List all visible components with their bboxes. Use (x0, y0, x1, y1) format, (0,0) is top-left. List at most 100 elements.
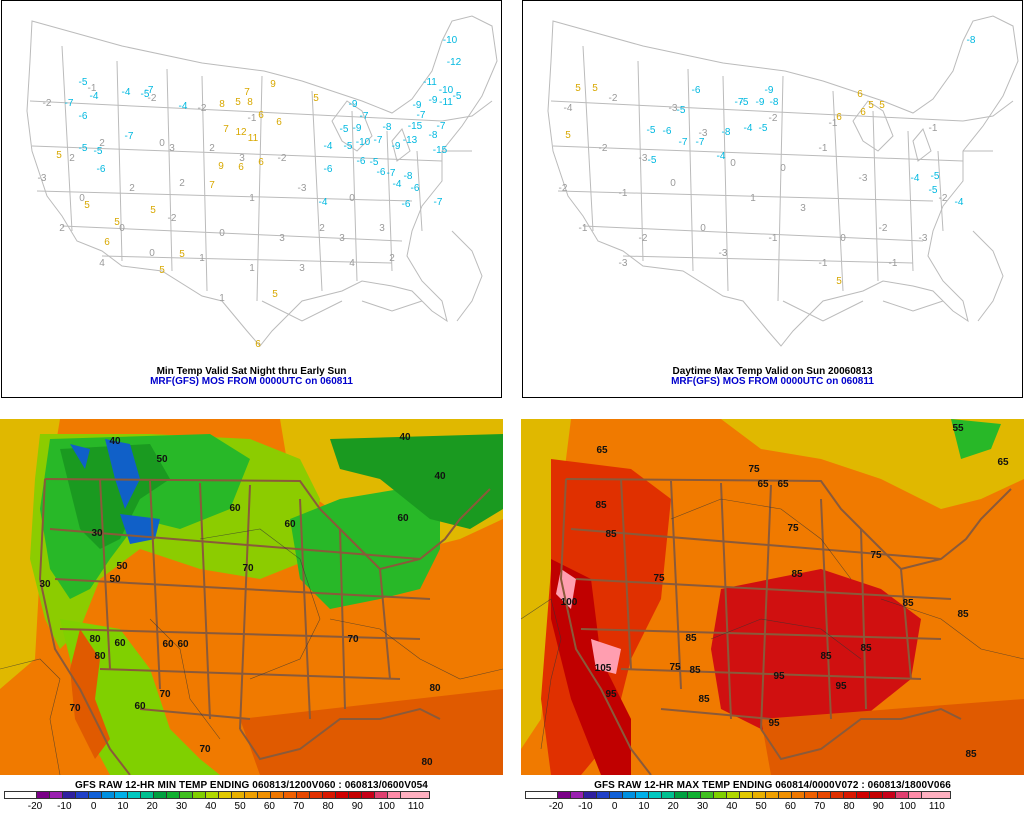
colorbar-tick: 40 (205, 801, 217, 812)
colorbar-tick: 20 (667, 801, 679, 812)
station-value: -5 (931, 171, 940, 182)
cold-pockets (70, 439, 160, 544)
contour-label: 105 (595, 663, 612, 674)
colorbar (4, 791, 430, 799)
station-value: 5 (56, 150, 62, 161)
colorbar-swatch (283, 791, 297, 799)
svg-text:4: 4 (349, 258, 355, 269)
colorbar-swatch (4, 791, 37, 799)
station-value: 8 (219, 99, 225, 110)
colorbar-swatch (570, 791, 584, 799)
colorbar-swatch (674, 791, 688, 799)
svg-text:1: 1 (249, 263, 255, 274)
colorbar-tick: 110 (928, 801, 945, 812)
contour-label: 75 (669, 662, 681, 673)
station-value: -9 (349, 99, 358, 110)
colorbar-swatch (322, 791, 336, 799)
contour-label: 85 (698, 694, 710, 705)
contour-label: 75 (787, 523, 799, 534)
station-value: 5 (84, 200, 90, 211)
svg-text:2: 2 (319, 223, 325, 234)
contour-label: 65 (596, 445, 608, 456)
station-value: -4 (393, 179, 402, 190)
station-value: 5 (179, 249, 185, 260)
station-value: 6 (860, 107, 866, 118)
station-value: -9 (353, 123, 362, 134)
svg-text:-1: -1 (889, 258, 898, 269)
svg-text:-2: -2 (769, 113, 778, 124)
svg-text:3: 3 (339, 233, 345, 244)
station-value: -4 (319, 197, 328, 208)
station-value: -11 (439, 97, 453, 108)
contour-label: 75 (870, 550, 882, 561)
svg-text:3: 3 (279, 233, 285, 244)
svg-text:-1: -1 (819, 258, 828, 269)
svg-text:-3: -3 (619, 258, 628, 269)
station-value: -6 (324, 164, 333, 175)
colorbar-tick: 40 (726, 801, 738, 812)
colorbar-tick: 50 (234, 801, 246, 812)
colorbar-swatch (778, 791, 792, 799)
svg-text:-2: -2 (148, 93, 157, 104)
contour-label: 85 (685, 633, 697, 644)
station-value: -5 (648, 155, 657, 166)
contour-label: 80 (429, 683, 441, 694)
svg-text:-1: -1 (619, 188, 628, 199)
station-value: -10 (443, 35, 458, 46)
contour-label: 60 (177, 639, 189, 650)
colorbar-tick: -20 (27, 801, 43, 812)
colorbar-swatch (752, 791, 766, 799)
colorbar-swatch (843, 791, 857, 799)
station-value: 6 (104, 237, 110, 248)
station-value: -13 (403, 135, 418, 146)
station-value: -7 (434, 197, 443, 208)
station-value: 7 (223, 124, 229, 135)
svg-text:-3: -3 (669, 103, 678, 114)
contour-label: 95 (773, 671, 785, 682)
station-value: -5 (79, 77, 88, 88)
extreme-heat (556, 569, 621, 674)
station-value: -5 (79, 143, 88, 154)
contour-lines (0, 528, 503, 776)
station-value: 5 (565, 130, 571, 141)
svg-text:0: 0 (349, 193, 355, 204)
colorbar-swatch (726, 791, 740, 799)
canada-green (951, 419, 1001, 459)
station-value: -8 (383, 122, 392, 133)
colorbar-swatch (921, 791, 951, 799)
station-value: 6 (258, 157, 264, 168)
colorbar-tick: 60 (784, 801, 796, 812)
contour-label: 55 (952, 423, 964, 434)
colorbar-swatch (231, 791, 245, 799)
colorbar-swatch (374, 791, 388, 799)
colorbar-swatch (192, 791, 206, 799)
colorbar-tick: 100 (378, 801, 395, 812)
colorbar-swatch (62, 791, 76, 799)
contour-lines (521, 498, 1024, 750)
contour-label: 100 (561, 597, 578, 608)
svg-text:-3: -3 (919, 233, 928, 244)
colorbar-swatch (127, 791, 141, 799)
station-value: -7 (417, 110, 426, 121)
station-value: -7 (735, 97, 744, 108)
colorbar-swatch (36, 791, 50, 799)
svg-text:-1: -1 (829, 118, 838, 129)
colorbar-swatch (804, 791, 818, 799)
colorbar-swatch (257, 791, 271, 799)
station-value: -4 (911, 173, 920, 184)
svg-text:3: 3 (169, 143, 175, 154)
station-value: 11 (248, 133, 259, 144)
colorbar-swatch (830, 791, 844, 799)
station-value: 5 (836, 276, 842, 287)
colorbar-swatch (869, 791, 883, 799)
contour-label: 95 (605, 689, 617, 700)
colorbar (525, 791, 951, 799)
station-value: -4 (122, 87, 131, 98)
colorbar-swatch (525, 791, 558, 799)
station-value: -5 (453, 91, 462, 102)
contour-label: 65 (777, 479, 789, 490)
contour-label: 50 (116, 561, 128, 572)
panel-subtitle: MRF(GFS) MOS FROM 0000UTC on 060811 (671, 376, 874, 387)
